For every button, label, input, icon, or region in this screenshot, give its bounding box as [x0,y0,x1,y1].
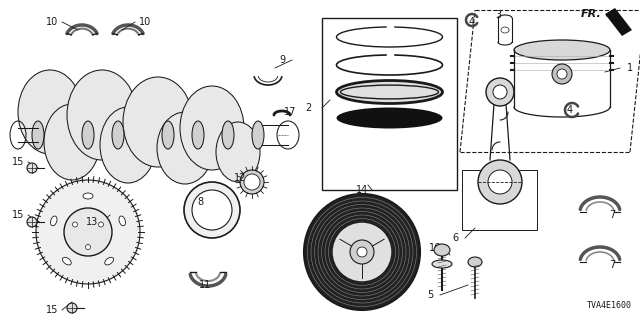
Ellipse shape [51,216,57,226]
Text: 9: 9 [279,55,285,65]
Text: 4: 4 [567,105,573,115]
Ellipse shape [180,86,244,170]
Text: 7: 7 [609,210,615,220]
Text: 16: 16 [429,243,441,253]
Ellipse shape [112,121,124,149]
Ellipse shape [488,170,512,194]
Text: 15: 15 [12,210,24,220]
Ellipse shape [36,180,140,284]
Text: 15: 15 [12,157,24,167]
Ellipse shape [350,240,374,264]
Ellipse shape [493,85,507,99]
Ellipse shape [252,121,264,149]
Ellipse shape [157,112,213,184]
Text: 12: 12 [234,173,246,183]
Bar [462,170,537,230]
Ellipse shape [337,27,442,47]
Ellipse shape [67,303,77,313]
Ellipse shape [32,121,44,149]
Ellipse shape [86,244,90,250]
Text: 6: 6 [452,233,458,243]
Ellipse shape [337,81,442,103]
Ellipse shape [332,222,392,282]
Text: 3: 3 [495,10,501,20]
Ellipse shape [119,216,125,226]
Ellipse shape [27,163,37,173]
Ellipse shape [83,193,93,199]
Text: 13: 13 [86,217,98,227]
Ellipse shape [337,108,442,129]
Text: 1: 1 [627,63,633,73]
Ellipse shape [18,70,82,154]
Ellipse shape [432,260,452,268]
Ellipse shape [557,69,567,79]
Ellipse shape [552,64,572,84]
Text: 7: 7 [609,260,615,270]
Ellipse shape [123,77,193,167]
Text: TVA4E1600: TVA4E1600 [587,301,632,310]
Text: 10: 10 [139,17,151,27]
Text: 2: 2 [305,103,311,113]
Ellipse shape [192,190,232,230]
Bar [322,18,457,190]
Ellipse shape [184,182,240,238]
Polygon shape [605,8,632,36]
Ellipse shape [244,174,260,190]
Wedge shape [304,194,420,310]
Text: 4: 4 [469,17,475,27]
Ellipse shape [63,257,71,265]
Ellipse shape [162,121,174,149]
Text: 15: 15 [46,305,58,315]
Ellipse shape [478,160,522,204]
Ellipse shape [337,55,442,75]
Ellipse shape [72,222,77,227]
Ellipse shape [27,217,37,227]
Ellipse shape [100,107,156,183]
Ellipse shape [468,257,482,267]
Text: 11: 11 [199,280,211,290]
Ellipse shape [216,122,260,182]
Text: 8: 8 [197,197,203,207]
Text: 17: 17 [284,107,296,117]
Text: 14: 14 [356,185,368,195]
Ellipse shape [434,244,450,256]
Ellipse shape [222,121,234,149]
Text: FR.: FR. [581,9,602,19]
Ellipse shape [240,170,264,194]
Ellipse shape [64,208,112,256]
Ellipse shape [44,104,100,180]
Ellipse shape [99,222,104,227]
Ellipse shape [486,78,514,106]
Text: 10: 10 [46,17,58,27]
Ellipse shape [67,70,137,160]
Ellipse shape [82,121,94,149]
Ellipse shape [514,40,610,60]
Ellipse shape [192,121,204,149]
Ellipse shape [105,257,113,265]
Text: 5: 5 [427,290,433,300]
Ellipse shape [357,247,367,257]
